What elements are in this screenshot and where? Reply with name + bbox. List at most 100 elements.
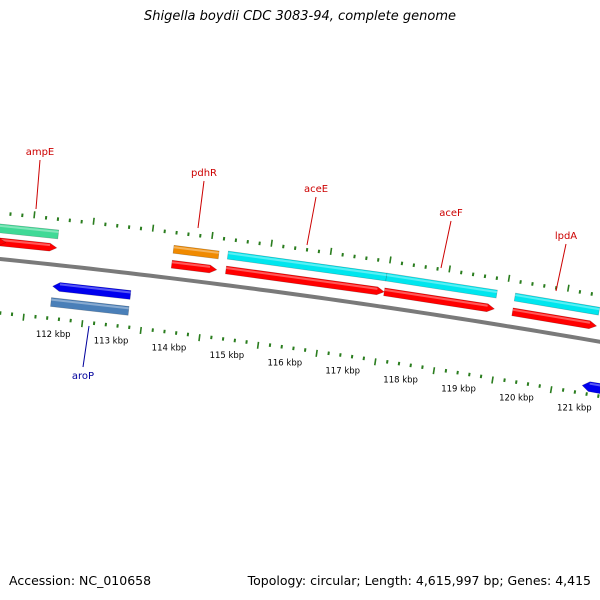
outer-major-tick: [389, 256, 392, 264]
inner-minor-tick: [585, 392, 588, 396]
gene-arrow-partial-right: [581, 381, 600, 394]
gene-class-aroP-highlight: [51, 298, 129, 310]
inner-minor-tick: [350, 354, 354, 359]
scale-label: 115 kbp: [210, 351, 245, 361]
inner-minor-tick: [444, 368, 448, 373]
gene-class-aroP: [50, 297, 130, 316]
scale-labels: 112 kbp 113 kbp 114 kbp 115 kbp 116 kbp 117 k…: [36, 330, 592, 413]
genome-summary-text: Topology: circular; Length: 4,615,997 bp…: [247, 573, 591, 588]
inner-major-tick: [315, 349, 318, 357]
inner-minor-tick: [597, 394, 600, 398]
gene-class-aceE-highlight: [228, 252, 387, 277]
gene-class-lpdA: [513, 292, 600, 316]
gene-class-ampE-highlight: [0, 224, 59, 233]
outer-minor-tick: [590, 292, 594, 296]
accession-text: Accession: NC_010658: [9, 573, 152, 588]
outer-minor-tick: [460, 270, 463, 275]
gene-leader-aceF: [440, 220, 452, 269]
gene-arrow-aceE: [225, 265, 385, 296]
inner-major-tick: [22, 313, 25, 321]
outer-minor-tick: [471, 272, 475, 277]
inner-minor-tick: [362, 356, 366, 361]
inner-minor-tick: [573, 390, 577, 394]
outer-minor-tick: [531, 282, 534, 286]
gene-class-ampE: [0, 223, 60, 240]
gene-class-pdhR-highlight: [173, 246, 220, 254]
outer-minor-tick: [376, 258, 380, 262]
gene-arrow-aceF-highlight: [384, 288, 488, 307]
gene-arrow-aroP: [52, 282, 132, 300]
inner-minor-tick: [421, 365, 424, 370]
outer-minor-tick: [365, 256, 368, 261]
gene-label-aceF: aceF: [439, 208, 463, 219]
scale-label: 121 kbp: [557, 403, 592, 413]
outer-minor-tick: [495, 276, 499, 281]
scale-label: 117 kbp: [325, 367, 360, 377]
genome-backbone: [0, 256, 600, 344]
inner-minor-tick: [456, 370, 459, 375]
gene-leader-lpdA: [555, 243, 567, 292]
gene-labels: ampE aroP pdhR aceE aceF lpdA: [26, 147, 578, 382]
outer-minor-tick: [424, 265, 427, 269]
inner-minor-tick: [561, 388, 565, 392]
outer-minor-tick: [436, 266, 439, 271]
inner-minor-tick: [397, 361, 401, 366]
inner-minor-tick: [409, 363, 412, 368]
outer-major-tick: [329, 247, 333, 255]
outer-minor-tick: [519, 280, 522, 284]
outer-minor-tick: [578, 290, 582, 294]
outer-major-tick: [33, 211, 36, 219]
gene-arrow-partial-right-highlight: [589, 382, 600, 387]
outer-major-tick: [507, 274, 511, 282]
outer-minor-tick: [412, 263, 416, 268]
outer-major-tick: [211, 231, 214, 240]
gene-class-aceF-highlight: [386, 274, 498, 294]
inner-major-tick: [432, 367, 436, 375]
gene-arrow-aceE-highlight: [226, 267, 378, 290]
gene-arrow-aceF: [383, 287, 496, 313]
outer-tick-ring: [9, 211, 594, 296]
gene-arrow-ampE-highlight: [0, 238, 51, 247]
inner-major-tick: [198, 334, 201, 342]
scale-label: 119 kbp: [441, 384, 476, 394]
gene-arrow-pdhR: [170, 259, 218, 274]
scale-label: 118 kbp: [383, 375, 418, 385]
outer-minor-tick: [543, 284, 546, 288]
gene-class-aceF: [385, 272, 498, 299]
inner-minor-tick: [514, 380, 518, 385]
inner-tick-ring: [0, 311, 600, 398]
map-title: Shigella boydii CDC 3083-94, complete ge…: [143, 9, 457, 24]
gene-label-pdhR: pdhR: [191, 168, 217, 179]
gene-arrow-lpdA-highlight: [512, 308, 591, 324]
gene-label-aceE: aceE: [304, 184, 328, 195]
inner-major-tick: [373, 358, 377, 366]
inner-major-tick: [256, 341, 260, 349]
inner-major-tick: [139, 326, 143, 335]
gene-arrow-partial-left: [0, 238, 7, 246]
gene-arrow-ampE: [0, 237, 58, 252]
inner-minor-tick: [479, 374, 483, 379]
gene-label-aroP: aroP: [72, 371, 94, 382]
gene-leader-aceE: [306, 196, 317, 246]
outer-major-tick: [448, 265, 452, 273]
inner-minor-tick: [468, 372, 471, 377]
inner-minor-tick: [526, 382, 530, 386]
gene-leader-ampE: [35, 159, 41, 210]
inner-major-tick: [81, 320, 84, 328]
outer-minor-tick: [400, 261, 404, 266]
outer-minor-tick: [483, 274, 487, 279]
gene-class-lpdA-highlight: [515, 294, 600, 311]
scale-label: 114 kbp: [152, 343, 187, 353]
inner-minor-tick: [386, 359, 389, 364]
scale-label: 120 kbp: [499, 394, 534, 404]
scale-label: 112 kbp: [36, 330, 71, 340]
gene-arrow-lpdA: [511, 307, 598, 330]
outer-major-tick: [92, 217, 95, 225]
outer-major-tick: [270, 239, 273, 247]
outer-major-tick: [151, 224, 155, 232]
gene-arrow-aroP-highlight: [59, 283, 131, 294]
outer-major-tick: [566, 284, 570, 292]
gene-leader-pdhR: [197, 180, 205, 229]
inner-minor-tick: [538, 384, 541, 388]
